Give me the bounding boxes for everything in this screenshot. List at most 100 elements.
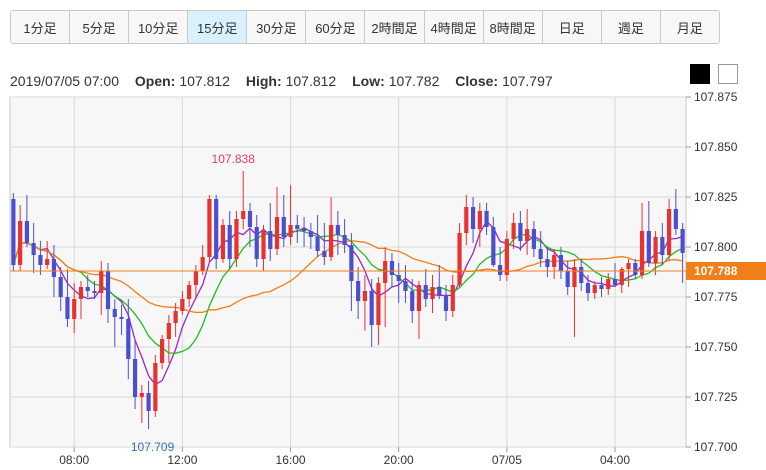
candle-body (268, 231, 273, 249)
candle-body (437, 287, 442, 295)
candle-body (606, 279, 611, 289)
candle-body (423, 285, 428, 299)
open-label: Open: (134, 73, 176, 89)
y-tick-label: 107.800 (694, 240, 738, 254)
current-price-label: 107.788 (694, 264, 738, 278)
tab-timeframe-0[interactable]: 1分足 (11, 11, 71, 43)
candle-body (78, 287, 84, 299)
high-label: High: (245, 73, 282, 89)
candle-body (254, 227, 259, 259)
low-label: Low: (352, 73, 385, 89)
candle-body (646, 231, 651, 263)
low-value: 107.782 (388, 73, 440, 89)
ohlc-info: 2019/07/05 07:00 Open: 107.812 High: 107.8… (10, 73, 553, 89)
low-marker-label: 107.709 (131, 440, 175, 454)
tab-timeframe-10[interactable]: 週足 (601, 11, 661, 43)
candle-body (180, 299, 185, 311)
candle-body (504, 239, 509, 275)
candle-body (227, 225, 232, 259)
candle-body (11, 199, 16, 265)
candle-body (660, 237, 665, 255)
candle-body (572, 267, 577, 287)
ma-mid-line (12, 229, 683, 354)
candle-body (653, 237, 658, 263)
candle-body (410, 291, 415, 311)
candle-body (680, 229, 685, 253)
tab-timeframe-3[interactable]: 15分足 (188, 11, 248, 43)
candle-body (518, 223, 523, 241)
candle-body (416, 285, 422, 311)
candle-body (65, 297, 70, 319)
candle-body (72, 299, 77, 319)
candle-body (301, 229, 307, 231)
y-tick-label: 107.775 (694, 290, 738, 304)
candle-body (58, 277, 63, 297)
candle-body (315, 237, 320, 251)
candle-body (362, 291, 367, 301)
candle-body (126, 319, 131, 359)
candle-body (288, 225, 293, 237)
candle-body (538, 249, 543, 259)
candle-body (491, 227, 496, 265)
candle-body (383, 261, 388, 283)
tab-timeframe-6[interactable]: 2時間足 (365, 11, 425, 43)
candle-body (558, 255, 564, 271)
candle-body (531, 229, 536, 249)
candle-body (403, 281, 408, 291)
candle-body (166, 323, 171, 339)
candle-body (633, 263, 638, 275)
timeframe-tabs: 1分足 5分足 10分足 15分足 30分足 60分足 2時間足 4時間足 8時間足 日足 週足 月足 (10, 10, 720, 44)
candle-body (132, 359, 138, 397)
y-tick-label: 107.725 (694, 390, 738, 404)
dark-theme-button[interactable] (690, 64, 710, 84)
candle-body (31, 243, 36, 255)
candle-body (173, 311, 178, 323)
tab-timeframe-11[interactable]: 月足 (660, 11, 719, 43)
candle-body (356, 281, 361, 301)
candle-body (200, 257, 205, 271)
current-price-badge (686, 262, 766, 280)
tab-timeframe-7[interactable]: 4時間足 (424, 11, 484, 43)
candle-body (153, 363, 158, 411)
candle-body (139, 393, 144, 397)
tab-timeframe-2[interactable]: 10分足 (129, 11, 189, 43)
candle-body (498, 265, 503, 275)
high-value: 107.812 (285, 73, 337, 89)
candle-body (146, 393, 151, 411)
candle-body (214, 199, 219, 259)
candle-body (295, 225, 300, 229)
candle-body (160, 339, 165, 363)
x-tick-label: 07/05 (492, 453, 522, 467)
candle-body (470, 207, 476, 229)
candle-body (247, 211, 253, 227)
candle-body (579, 267, 584, 283)
candle-body (329, 225, 334, 257)
x-tick-label: 08:00 (59, 453, 89, 467)
candle-body (477, 211, 482, 229)
candle-body (457, 233, 462, 285)
candle-body (322, 251, 327, 257)
x-tick-label: 20:00 (384, 453, 414, 467)
candle-body (85, 287, 90, 291)
x-tick-label: 12:00 (167, 453, 197, 467)
candle-body (24, 221, 29, 243)
close-value: 107.797 (502, 73, 553, 89)
candle-body (335, 225, 340, 235)
candle-body (464, 207, 469, 233)
y-tick-label: 107.825 (694, 190, 738, 204)
light-theme-button[interactable] (718, 64, 738, 84)
y-tick-label: 107.750 (694, 340, 738, 354)
tab-timeframe-5[interactable]: 60分足 (306, 11, 366, 43)
candle-body (119, 317, 124, 319)
tab-timeframe-4[interactable]: 30分足 (247, 11, 307, 43)
tab-timeframe-1[interactable]: 5分足 (70, 11, 130, 43)
candle-body (92, 291, 97, 293)
tab-timeframe-9[interactable]: 日足 (542, 11, 602, 43)
candle-body (376, 283, 381, 325)
candle-body (626, 263, 631, 269)
tab-timeframe-8[interactable]: 8時間足 (483, 11, 543, 43)
x-tick-label: 04:00 (600, 453, 630, 467)
candle-body (45, 259, 50, 265)
open-value: 107.812 (179, 73, 230, 89)
